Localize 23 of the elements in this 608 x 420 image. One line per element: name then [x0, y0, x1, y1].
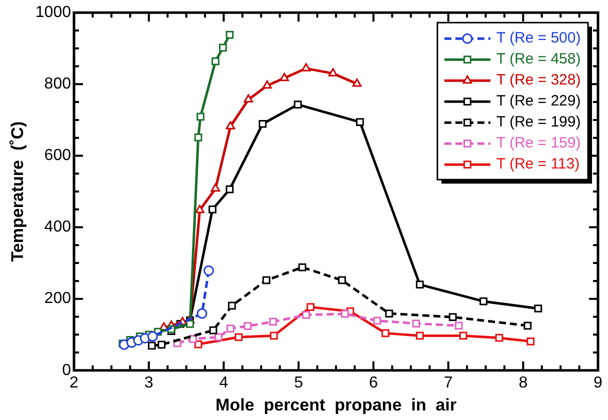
legend-label: T (Re = 229) — [496, 92, 581, 110]
y-tick-label: 1000 — [35, 4, 72, 22]
x-tick-label: 7 — [444, 374, 453, 392]
x-tick-label: 5 — [294, 374, 304, 392]
x-tick-label: 9 — [594, 374, 603, 392]
x-tick-label: 4 — [219, 374, 228, 392]
y-tick-label: 400 — [44, 218, 72, 236]
x-tick-label: 6 — [368, 374, 378, 392]
legend-label: T (Re = 159) — [496, 134, 581, 152]
y-tick-label: 600 — [44, 147, 72, 164]
x-axis-title: Mole percent propane in air — [216, 395, 457, 414]
x-tick-label: 8 — [518, 374, 528, 392]
x-tick-label: 2 — [70, 374, 79, 392]
legend-label: T (Re = 458) — [496, 50, 581, 68]
legend-label: T (Re = 199) — [496, 114, 581, 131]
legend-label: T (Re = 328) — [496, 72, 581, 89]
legend-label: T (Re = 500) — [496, 30, 581, 47]
y-tick-label: 0 — [62, 362, 72, 379]
x-tick-label: 3 — [144, 374, 154, 392]
legend-label: T (Re = 113) — [496, 156, 580, 173]
y-axis-title: Temperature (˚C) — [8, 121, 27, 262]
y-tick-label: 800 — [44, 76, 72, 93]
y-tick-label: 200 — [44, 290, 72, 308]
